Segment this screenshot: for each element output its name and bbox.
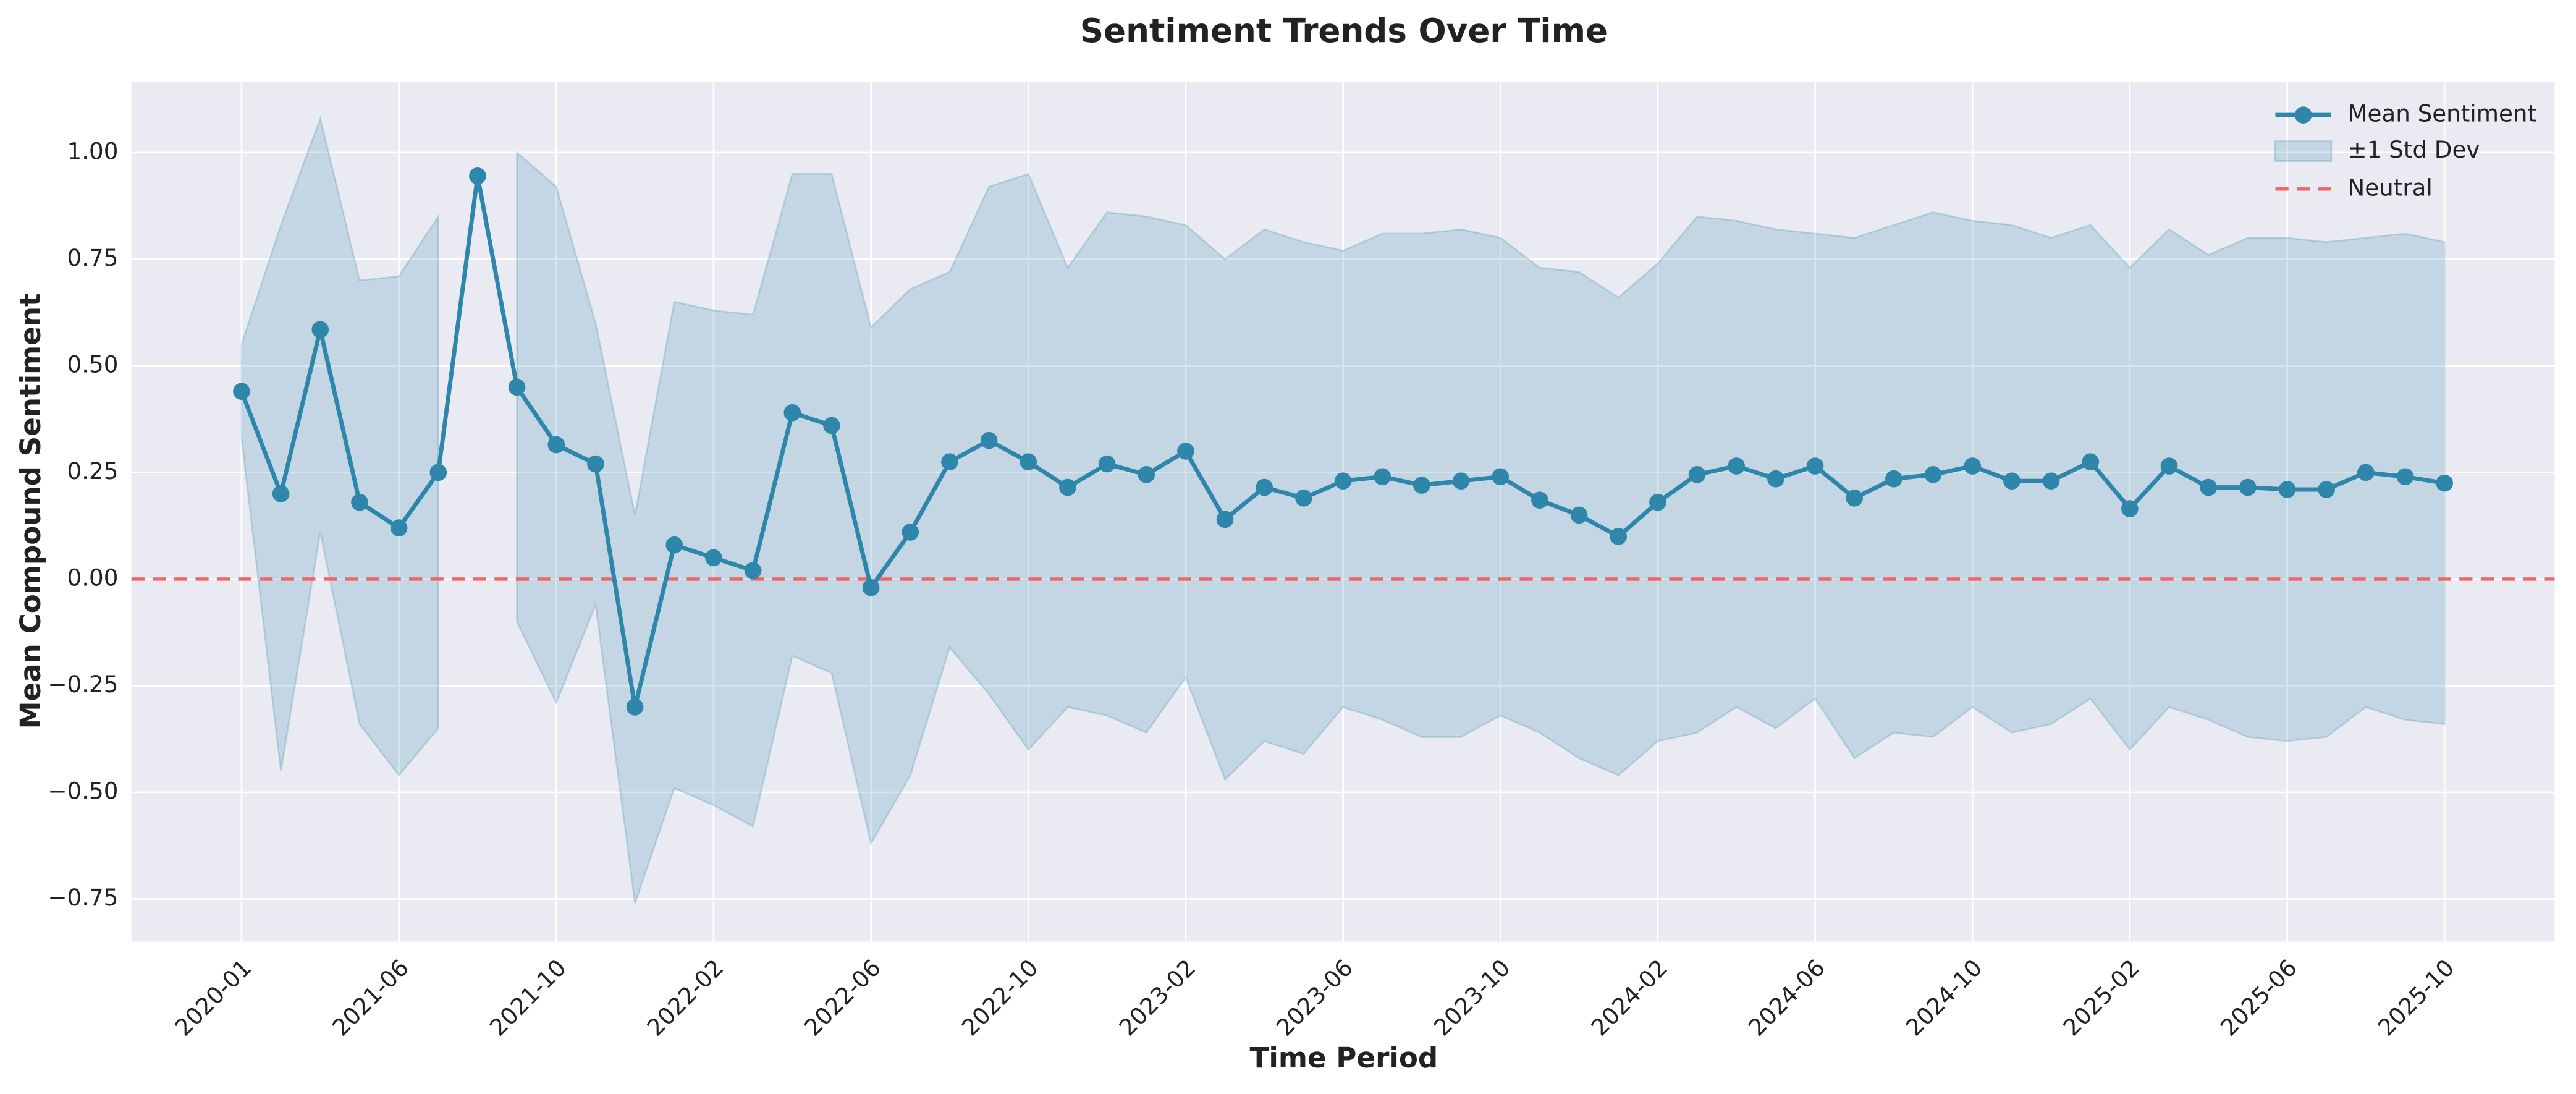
marker [1295,489,1312,507]
marker [902,524,919,541]
marker [2121,500,2139,517]
marker [1885,470,1902,488]
marker [351,493,368,511]
x-tick-label: 2021-10 [484,954,572,1041]
marker [2318,481,2336,498]
marker [862,579,880,596]
marker [1846,489,1864,507]
marker [1177,443,1194,460]
marker [2042,472,2060,490]
marker [1531,491,1548,509]
legend-swatch [2274,140,2333,162]
marker [823,417,840,435]
marker [665,536,683,554]
marker [1610,528,1628,545]
legend-label: Neutral [2347,174,2432,201]
marker [1413,477,1430,494]
marker [1688,466,1706,483]
marker [1806,457,1824,475]
marker [980,431,998,449]
legend-label: ±1 Std Dev [2347,136,2480,163]
y-tick-label: 1.00 [67,137,119,164]
marker [1256,478,1273,496]
legend-swatch [2294,106,2312,124]
y-tick-label: −0.50 [48,777,118,804]
marker [272,485,290,502]
marker [311,321,329,339]
marker [2357,464,2375,481]
y-tick-label: 0.50 [67,350,119,378]
marker [1138,466,1155,483]
marker [1924,466,1942,483]
x-tick-label: 2025-10 [2373,954,2460,1041]
y-tick-label: 0.00 [67,564,119,591]
y-tick-label: 0.25 [67,457,119,485]
std-band [240,116,439,777]
marker [508,378,526,396]
marker [783,404,801,422]
marker [1728,457,1746,475]
chart-title: Sentiment Trends Over Time [1080,12,1608,50]
x-tick-label: 2021-06 [327,954,414,1041]
x-tick-label: 2023-06 [1271,954,1358,1041]
marker [1098,455,1116,473]
marker [705,549,722,567]
marker [587,455,604,473]
marker [2082,453,2100,470]
marker [1020,453,1037,470]
marker [1964,457,1982,475]
y-axis-label: Mean Compound Sentiment [14,293,47,729]
x-tick-label: 2025-06 [2215,954,2302,1041]
marker [1374,468,1391,486]
marker [429,464,447,481]
x-tick-label: 2022-06 [799,954,886,1041]
x-tick-label: 2023-10 [1429,954,1516,1041]
marker [1334,472,1352,490]
legend-label: Mean Sentiment [2347,100,2536,127]
y-tick-label: −0.75 [48,884,118,911]
marker [1059,478,1076,496]
x-tick-label: 2020-01 [169,954,256,1041]
marker [1492,468,1510,486]
marker [941,453,958,470]
marker [2239,478,2257,496]
marker [626,698,644,716]
std-band [516,150,2446,904]
y-tick-label: −0.25 [48,671,118,698]
x-tick-label: 2025-02 [2058,954,2145,1041]
x-tick-label: 2024-06 [1743,954,1830,1041]
marker [1649,493,1666,511]
x-axis-label: Time Period [1250,1041,1438,1074]
marker [2436,474,2454,492]
x-tick-label: 2024-02 [1586,954,1673,1041]
marker [2200,478,2218,496]
marker [2278,481,2296,498]
marker [469,167,486,185]
marker [2160,457,2178,475]
marker [547,436,565,454]
marker [2396,468,2414,486]
y-tick-label: 0.75 [67,244,119,271]
marker [233,383,250,401]
marker [744,562,762,579]
marker [1452,472,1470,490]
x-tick-label: 2022-10 [956,954,1044,1041]
marker [1767,470,1784,488]
x-tick-label: 2024-10 [1901,954,1988,1041]
x-tick-label: 2022-02 [641,954,728,1041]
marker [1216,511,1234,528]
marker [2003,472,2021,490]
marker [1570,506,1588,524]
marker [390,519,408,536]
x-tick-label: 2023-02 [1113,954,1201,1041]
